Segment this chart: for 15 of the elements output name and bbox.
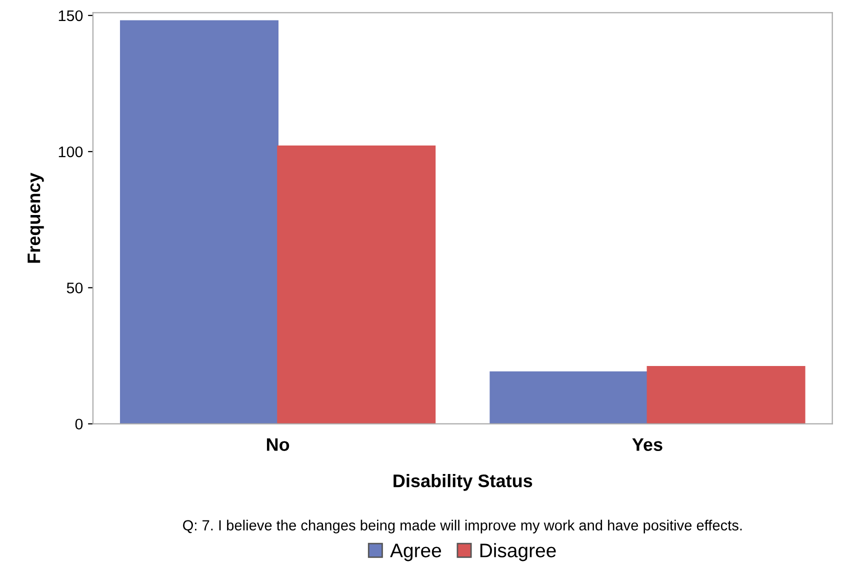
y-axis-title: Frequency xyxy=(28,172,44,263)
bar xyxy=(490,371,648,424)
legend-label: Agree xyxy=(390,544,442,562)
x-tick-label: Yes xyxy=(632,438,662,451)
legend-title: Q: 7. I believe the changes being made will improve my work and have positive effects. xyxy=(183,520,742,534)
bar xyxy=(646,366,806,424)
bar xyxy=(277,145,436,424)
x-axis-title: Disability Status xyxy=(394,474,532,491)
legend-label: Disagree xyxy=(480,543,556,562)
y-tick-label: 0 xyxy=(75,418,83,430)
bar xyxy=(120,20,278,424)
y-tick-label: 150 xyxy=(58,10,83,22)
y-tick-label: 50 xyxy=(66,282,83,294)
y-tick-label: 100 xyxy=(58,146,83,158)
x-tick-label: No xyxy=(266,438,290,451)
